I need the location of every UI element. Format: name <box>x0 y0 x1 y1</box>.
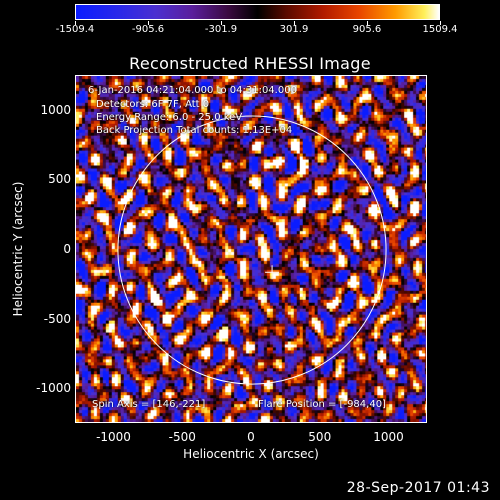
colorbar-tick-label: -905.6 <box>131 24 165 35</box>
colorbar-tick <box>220 21 222 25</box>
annotation-time: 6-Jan-2016 04:21:04.000 to 04:31:04.000 <box>88 85 297 96</box>
colorbar-tick <box>148 21 149 25</box>
y-tick-label: 500 <box>48 172 71 187</box>
annotation-energy: Energy Range: 6.0 - 25.0 keV <box>96 112 243 123</box>
y-tick-label: -500 <box>43 311 71 326</box>
y-tick-label: -1000 <box>36 381 71 396</box>
x-tick-label: 500 <box>308 430 332 444</box>
colorbar-tick <box>440 21 441 25</box>
colorbar-tick-label: -1509.4 <box>55 24 95 35</box>
colorbar-tick <box>75 21 76 25</box>
colorbar-tick-label: -301.9 <box>204 24 238 35</box>
y-tick-label: 0 <box>63 242 71 256</box>
y-tick-label: 1000 <box>40 102 71 117</box>
colorbar-tick <box>294 21 295 25</box>
colorbar-tick-label: 301.9 <box>279 24 309 35</box>
colorbar-tick-label: 905.6 <box>352 24 382 35</box>
rhessi-image <box>76 76 426 422</box>
colorbar <box>75 4 440 20</box>
annotation-flare-position: Flare Position = [-984,40] <box>258 399 386 410</box>
x-axis-label: Heliocentric X (arcsec) <box>183 447 319 461</box>
plot-timestamp: 28-Sep-2017 01:43 <box>346 480 490 496</box>
x-tick-label: -500 <box>168 430 196 444</box>
y-axis-label: Heliocentric Y (arcsec) <box>11 181 25 317</box>
colorbar-tick <box>366 21 368 25</box>
solar-limb-circle <box>117 115 387 385</box>
x-tick-label: 0 <box>247 430 255 444</box>
annotation-spin-axis: Spin Axis = [146,-221] <box>92 399 206 410</box>
annotation-projection: Back Projection Total counts: 1.13E+04 <box>96 125 293 136</box>
colorbar-tick-label: 1509.4 <box>422 24 458 35</box>
annotation-detectors: Detectors: 6F 7F, Att 0 <box>96 99 210 110</box>
overlay <box>117 115 387 385</box>
x-tick-label: -1000 <box>96 430 131 444</box>
image-plot-area: 6-Jan-2016 04:21:04.000 to 04:31:04.000 … <box>75 75 427 423</box>
x-tick-label: 1000 <box>373 430 404 444</box>
plot-title: Reconstructed RHESSI Image <box>129 54 371 73</box>
